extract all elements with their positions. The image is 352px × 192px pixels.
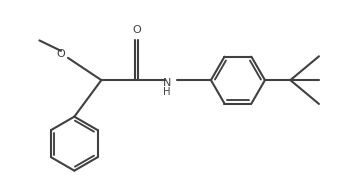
Text: O: O	[132, 25, 141, 35]
Text: H: H	[163, 87, 171, 97]
Text: N: N	[163, 78, 171, 88]
Text: O: O	[57, 49, 65, 59]
